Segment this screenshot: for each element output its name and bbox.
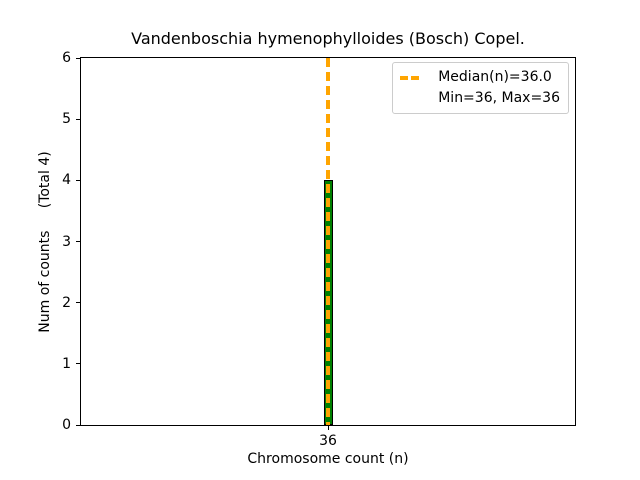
y-tick-label: 4 — [62, 172, 71, 189]
y-tick-mark — [76, 302, 80, 304]
y-tick-label: 2 — [62, 294, 71, 311]
legend: Median(n)=36.0 Min=36, Max=36 — [392, 62, 569, 114]
x-tick-label: 36 — [319, 433, 337, 449]
y-tick-label: 1 — [62, 355, 71, 372]
legend-entry-median: Median(n)=36.0 — [400, 67, 560, 88]
y-tick-mark — [76, 241, 80, 242]
chart-title: Vandenboschia hymenophylloides (Bosch) C… — [131, 29, 525, 48]
x-tick-mark — [327, 426, 329, 430]
y-tick-label: 5 — [62, 111, 71, 128]
y-tick-label: 6 — [62, 50, 71, 66]
y-tick-mark — [76, 424, 80, 426]
y-tick-mark — [76, 118, 80, 120]
y-tick-mark — [76, 57, 80, 59]
legend-entry-minmax: Min=36, Max=36 — [400, 88, 560, 109]
y-tick-label: 0 — [62, 417, 71, 433]
plot-area: Median(n)=36.0 Min=36, Max=36 — [80, 57, 576, 426]
y-tick-mark — [76, 179, 80, 181]
median-dash-icon — [400, 75, 423, 80]
y-tick-label: 3 — [62, 233, 71, 250]
legend-label-median: Median(n)=36.0 — [438, 69, 552, 85]
legend-label-minmax: Min=36, Max=36 — [438, 90, 560, 106]
x-axis-label: Chromosome count (n) — [247, 451, 409, 467]
median-line — [326, 58, 330, 425]
y-tick-mark — [76, 363, 80, 365]
